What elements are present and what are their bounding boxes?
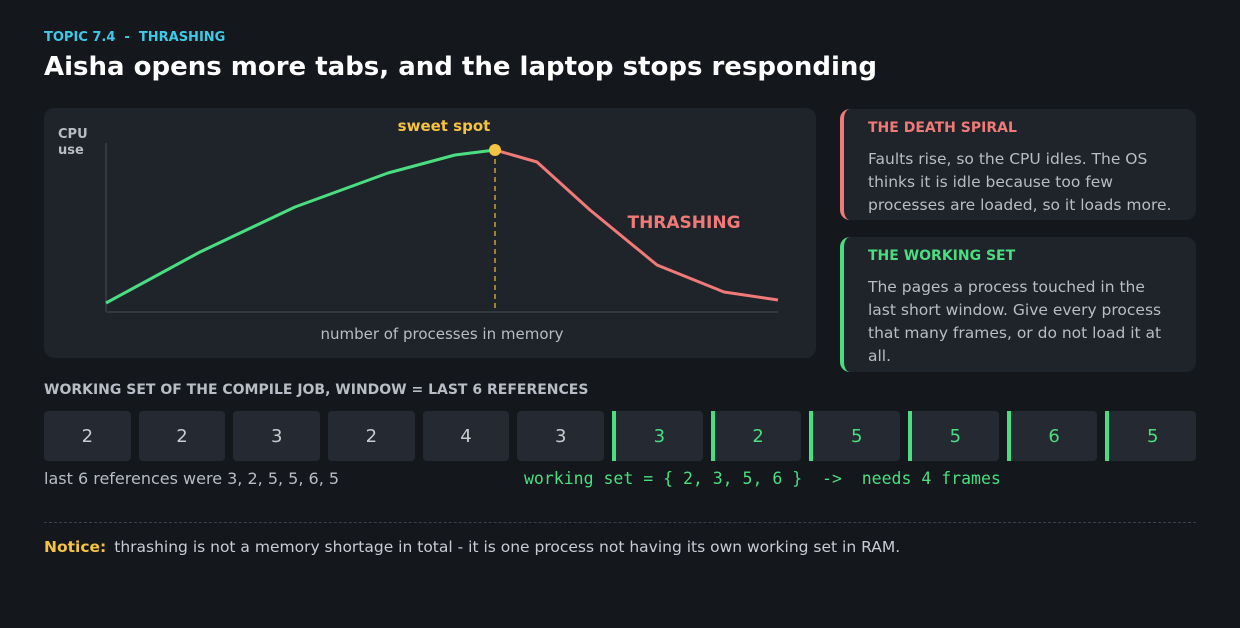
working-set-result: working set = { 2, 3, 5, 6 } -> needs 4 … <box>524 469 1001 488</box>
card-body: The pages a process touched in the last … <box>868 278 1162 365</box>
notice-label: Notice: <box>44 538 107 556</box>
section-title: WORKING SET OF THE COMPILE JOB, WINDOW =… <box>44 382 589 398</box>
diagram-panel: CPU use sweet spot THRASHING number of p… <box>44 108 816 358</box>
card: THE DEATH SPIRAL Faults rise, so the CPU… <box>840 109 1196 220</box>
peak-dot <box>489 144 501 156</box>
reference: 5 <box>809 411 901 461</box>
reference: 2 <box>138 411 226 461</box>
notice: Notice: thrashing is not a memory shortag… <box>44 538 900 556</box>
peak-label: sweet spot <box>397 117 491 135</box>
title: Aisha opens more tabs, and the laptop st… <box>44 52 878 82</box>
thrash-label: THRASHING <box>627 213 741 233</box>
topic: TOPIC 7.4 - THRASHING <box>44 30 226 45</box>
reference: 2 <box>328 411 415 461</box>
card-body: Faults rise, so the CPU idles. The OS th… <box>868 150 1172 214</box>
rising-curve <box>105 148 496 305</box>
x-label: number of processes in memory <box>320 325 564 343</box>
reference: 2 <box>44 411 131 461</box>
notice-text: thrashing is not a memory shortage in to… <box>114 538 901 556</box>
reference: 3 <box>517 411 605 461</box>
card-title: THE DEATH SPIRAL <box>868 120 1017 136</box>
y-label: CPU use <box>58 127 88 158</box>
reference: 5 <box>1105 411 1197 461</box>
diagram <box>105 143 779 313</box>
caption: last 6 references were 3, 2, 5, 5, 6, 5 <box>44 469 340 488</box>
reference: 3 <box>612 411 703 461</box>
reference: 2 <box>710 411 802 461</box>
thrashing-curve <box>494 148 779 302</box>
reference: 3 <box>233 411 321 461</box>
reference: 4 <box>422 411 510 461</box>
reference: 6 <box>1006 411 1098 461</box>
card-title: THE WORKING SET <box>868 248 1016 264</box>
card: THE WORKING SET The pages a process touc… <box>840 237 1196 372</box>
divider <box>44 522 1196 523</box>
reference: 5 <box>908 411 999 461</box>
